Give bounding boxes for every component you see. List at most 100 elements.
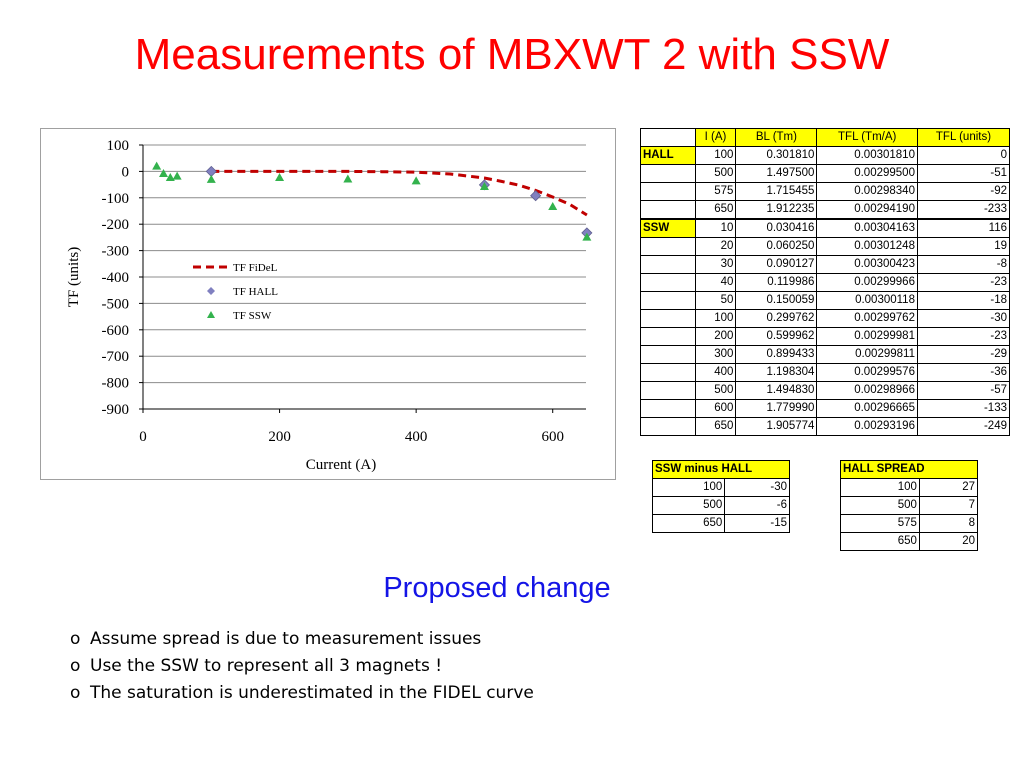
table-cell: -249 [916,417,1011,436]
table-cell: 0.00294190 [816,200,918,220]
table-row: 30 0.090127 0.00300423 -8 [640,255,1011,274]
table-row: 200 0.599962 0.00299981 -23 [640,327,1011,346]
y-tick-label: -400 [102,270,130,286]
group-label [640,309,696,328]
table-cell: -30 [916,309,1011,328]
table-row: 650 1.912235 0.00294190 -233 [640,200,1011,220]
table-cell: 100 [840,478,920,497]
table-cell: 8 [918,514,979,533]
table-cell: 0.00299576 [816,363,918,382]
ssw-point [479,181,489,190]
group-label: SSW [640,218,696,238]
table-cell: -133 [916,399,1011,418]
table-row: 100 -30 [651,478,790,497]
bullet-text: Use the SSW to represent all 3 magnets ! [90,656,443,676]
ssw-point [275,172,285,181]
table-cell: 650 [651,514,726,533]
table-cell: 0.899433 [735,345,818,364]
table-cell: 116 [916,218,1011,238]
group-label [640,182,696,201]
group-label [640,399,696,418]
table-cell: 20 [694,237,737,256]
table-cell: 0.301810 [735,146,818,165]
group-label [640,200,696,220]
table-cell: 650 [694,200,737,220]
table-cell: 100 [694,309,737,328]
table-cell: 0.00298966 [816,381,918,400]
legend-swatch-hall [207,287,215,295]
table-cell: 0.00298340 [816,182,918,201]
table-cell: 7 [918,496,979,515]
bullet-item: o The saturation is underestimated in the… [70,680,534,707]
table-row: 40 0.119986 0.00299966 -23 [640,273,1011,292]
group-label: HALL [640,146,696,165]
table-header: BL (Tm) [735,128,818,147]
table-cell: -23 [916,327,1011,346]
table-header: TFL (Tm/A) [816,128,918,147]
table-cell: 0.00299966 [816,273,918,292]
y-tick-label: -600 [102,323,130,339]
table-row: 20 0.060250 0.00301248 19 [640,237,1011,256]
legend-label: TF SSW [233,310,272,322]
hall-point [530,190,542,202]
legend-label: TF FiDeL [233,262,278,274]
group-label [640,381,696,400]
table-cell: 50 [694,291,737,310]
y-tick-label: 100 [107,138,130,154]
group-label [640,363,696,382]
x-tick-label: 0 [139,429,147,445]
table-cell: -57 [916,381,1011,400]
table-cell: 19 [916,237,1011,256]
y-tick-label: -100 [102,191,130,207]
y-tick-label: -900 [102,402,130,418]
table-cell: -8 [916,255,1011,274]
fidel-curve [211,169,588,217]
group-label [640,417,696,436]
legend-label: TF HALL [233,286,278,298]
ssw-point [206,174,216,183]
table-row: 50 0.150059 0.00300118 -18 [640,291,1011,310]
x-tick-label: 600 [541,429,564,445]
bullet-item: o Assume spread is due to measurement iss… [70,626,534,653]
table-cell: 0.00299981 [816,327,918,346]
table-cell: 0.00299500 [816,164,918,183]
table-cell: -29 [916,345,1011,364]
hall-spread-table: HALL SPREAD 100 27 500 7 575 8 650 20 [840,460,979,551]
legend-swatch-ssw [207,311,215,318]
table-row: 600 1.779990 0.00296665 -133 [640,399,1011,418]
y-tick-label: -700 [102,349,130,365]
tf-chart-svg: 100 0 -100 -200 -300 -400 -500 -600 -700 -800 -900… [66,138,593,473]
table-cell: -23 [916,273,1011,292]
table-header [640,128,696,147]
table-row: 575 8 [840,514,979,533]
ssw-point [158,169,168,178]
table-cell: 0.00299811 [816,345,918,364]
slide-title: Measurements of MBXWT 2 with SSW [134,30,890,79]
group-label [640,237,696,256]
ssw-minus-hall-header: SSW minus HALL [652,460,790,479]
table-row: 100 0.299762 0.00299762 -30 [640,309,1011,328]
table-cell: 500 [694,164,737,183]
measurement-table: I (A) BL (Tm) TFL (Tm/A) TFL (units) HALL 100… [640,128,1011,436]
ssw-point [165,172,175,181]
table-cell: 0.090127 [735,255,818,274]
table-header: TFL (units) [916,128,1011,147]
table-cell: 1.912235 [735,200,818,220]
table-cell: 1.905774 [735,417,818,436]
group-label [640,345,696,364]
bullet-marker: o [70,629,81,649]
y-tick-label: -200 [102,217,130,233]
ssw-point [548,202,558,211]
table-cell: 0.299762 [735,309,818,328]
table-cell: 30 [694,255,737,274]
table-cell: 300 [694,345,737,364]
table-row: 575 1.715455 0.00298340 -92 [640,182,1011,201]
table-cell: 500 [651,496,726,515]
table-cell: 0.00304163 [816,218,918,238]
table-row: 500 -6 [651,496,790,515]
group-label [640,273,696,292]
ssw-point [152,161,162,170]
table-cell: 0.00300118 [816,291,918,310]
table-cell: -36 [916,363,1011,382]
x-axis-label: Current (A) [306,457,376,473]
